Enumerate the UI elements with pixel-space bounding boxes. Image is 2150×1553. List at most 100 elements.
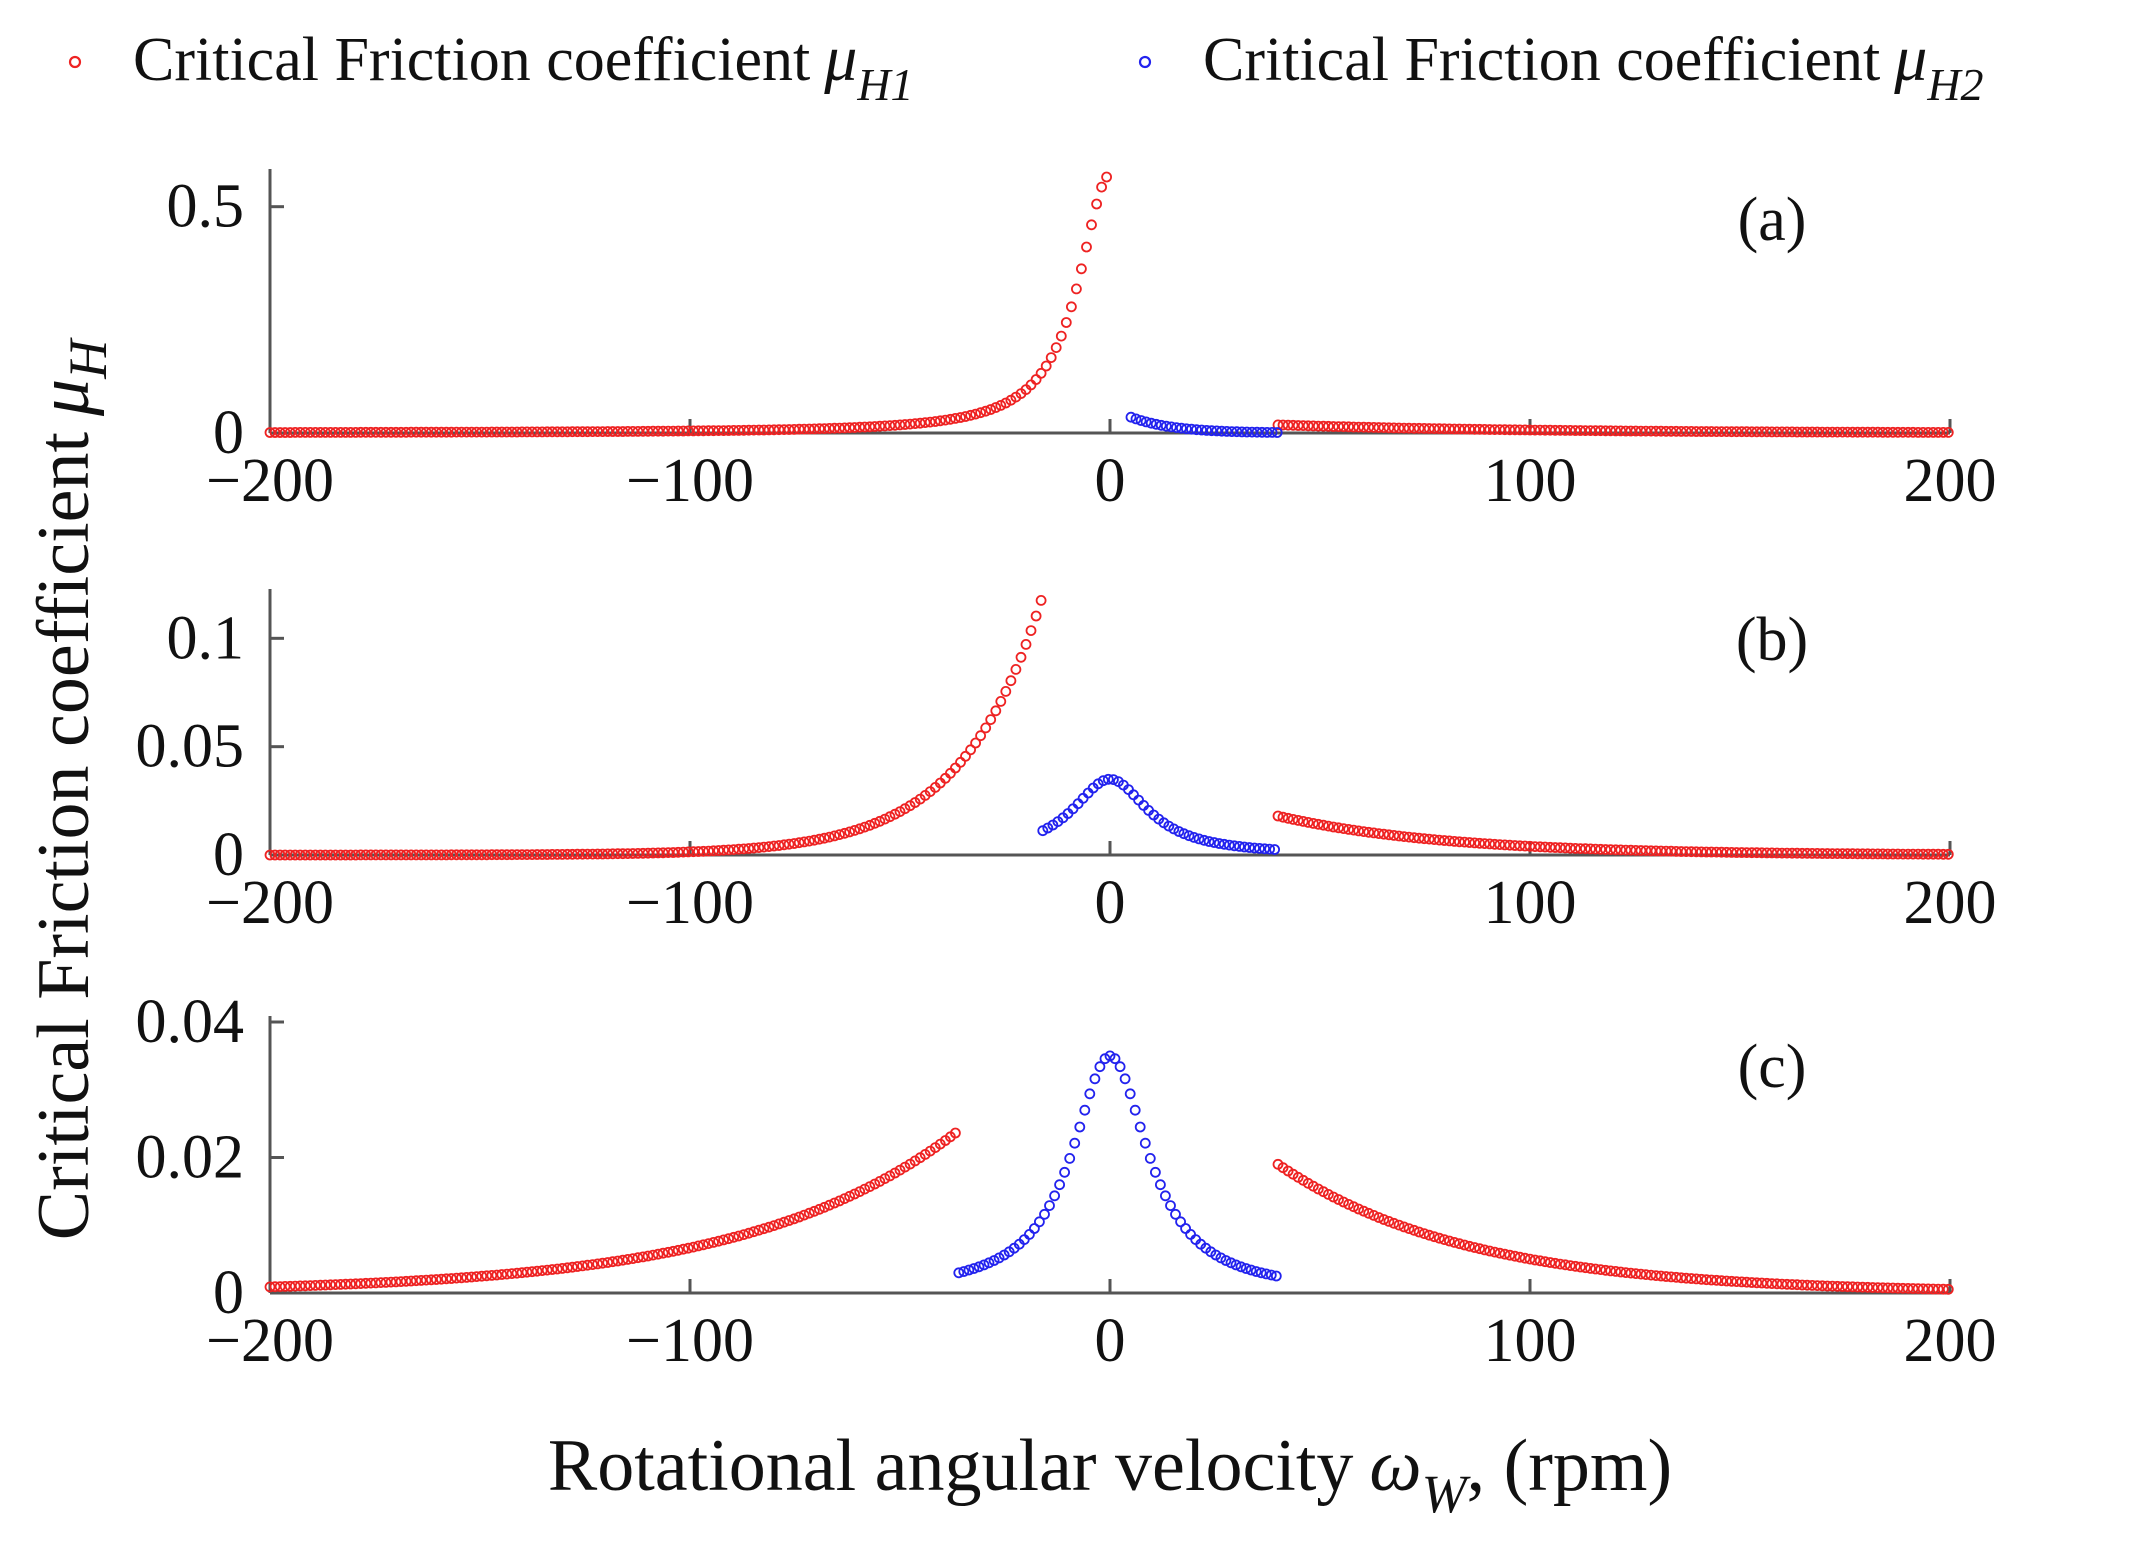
data-point: [1459, 1239, 1470, 1251]
data-point: [1832, 1280, 1843, 1292]
data-point: [975, 407, 986, 419]
data-point: [1796, 1279, 1808, 1291]
data-point: [395, 1276, 407, 1287]
data-point: [1847, 848, 1858, 860]
data-point: [1094, 1061, 1106, 1073]
data-point: [1519, 424, 1531, 436]
data-point: [325, 1279, 336, 1291]
data-point: [1055, 330, 1067, 342]
data-point: [884, 420, 896, 432]
data-point: [577, 1260, 588, 1272]
data-point: [304, 849, 316, 861]
data-point: [1575, 843, 1586, 854]
data-point: [607, 426, 619, 437]
data-point: [294, 849, 306, 861]
data-point: [572, 1261, 583, 1272]
data-point: [531, 1265, 543, 1277]
data-point: [1449, 1237, 1460, 1248]
data-point: [1428, 1231, 1440, 1243]
data-point: [995, 696, 1007, 707]
data-point: [567, 848, 578, 860]
data-point: [1811, 848, 1823, 859]
data-point: [929, 416, 941, 427]
data-point: [1665, 845, 1677, 857]
data-point: [768, 1220, 780, 1231]
data-point: [526, 1266, 538, 1278]
data-point: [1464, 1240, 1475, 1252]
data-point: [1250, 1266, 1262, 1277]
data-point: [1796, 426, 1808, 438]
data-point: [1203, 836, 1215, 847]
data-point: [1801, 847, 1813, 859]
data-point: [1251, 426, 1263, 438]
data-point: [1170, 1208, 1181, 1220]
data-point: [693, 846, 704, 857]
data-point: [279, 849, 291, 861]
data-point: [713, 425, 724, 437]
data-point: [1801, 426, 1813, 438]
data-point: [1039, 1208, 1050, 1220]
data-point: [1811, 1280, 1823, 1291]
data-point: [708, 425, 719, 437]
data-point: [1155, 419, 1167, 431]
data-point: [375, 849, 387, 861]
data-point: [1218, 838, 1230, 850]
data-point: [1610, 844, 1622, 856]
data-point: [456, 426, 467, 438]
data-point: [753, 1224, 765, 1236]
data-point: [1907, 848, 1919, 860]
data-point: [1564, 842, 1576, 854]
data-point: [859, 821, 871, 833]
data-point: [1912, 848, 1924, 860]
series-μH2: [1037, 773, 1280, 855]
x-tick-label: 200: [1904, 1307, 1997, 1375]
data-point: [652, 1248, 664, 1260]
data-point: [567, 426, 578, 438]
data-point: [1388, 422, 1400, 434]
data-point: [1640, 845, 1652, 856]
data-point: [814, 1203, 825, 1215]
data-point: [1660, 425, 1672, 437]
data-point: [1872, 1282, 1884, 1293]
data-point: [440, 426, 452, 438]
data-point: [1615, 844, 1627, 856]
data-point: [1645, 1269, 1657, 1281]
data-point: [748, 424, 760, 436]
data-point: [430, 849, 442, 861]
data-point: [1872, 426, 1884, 438]
data-point: [652, 425, 664, 437]
data-point: [1489, 1246, 1501, 1258]
data-point: [1213, 838, 1225, 849]
data-point: [597, 1257, 608, 1269]
data-point: [854, 823, 866, 835]
data-point: [1544, 424, 1556, 436]
data-point: [531, 849, 543, 860]
data-point: [1383, 1216, 1395, 1227]
data-point: [632, 1252, 644, 1264]
data-point: [1155, 1179, 1166, 1191]
data-point: [1872, 848, 1884, 860]
data-point: [758, 841, 770, 853]
data-point: [617, 426, 629, 437]
data-point: [451, 426, 462, 438]
data-point: [1444, 835, 1455, 847]
data-point: [1912, 1283, 1924, 1294]
data-point: [1403, 831, 1415, 843]
data-point: [1595, 425, 1606, 437]
data-point: [718, 425, 729, 437]
data-point: [471, 426, 483, 438]
data-point: [330, 849, 341, 861]
data-point: [340, 426, 352, 438]
data-point: [1393, 1219, 1405, 1231]
data-point: [622, 425, 634, 437]
data-point: [1206, 425, 1217, 437]
data-point: [1408, 422, 1420, 434]
data-point: [1171, 422, 1182, 434]
data-point: [879, 813, 891, 825]
data-point: [551, 426, 563, 438]
data-point: [1266, 426, 1278, 438]
data-point: [1640, 425, 1652, 437]
data-point: [1721, 1275, 1732, 1287]
data-point: [390, 849, 402, 861]
data-point: [904, 418, 916, 430]
